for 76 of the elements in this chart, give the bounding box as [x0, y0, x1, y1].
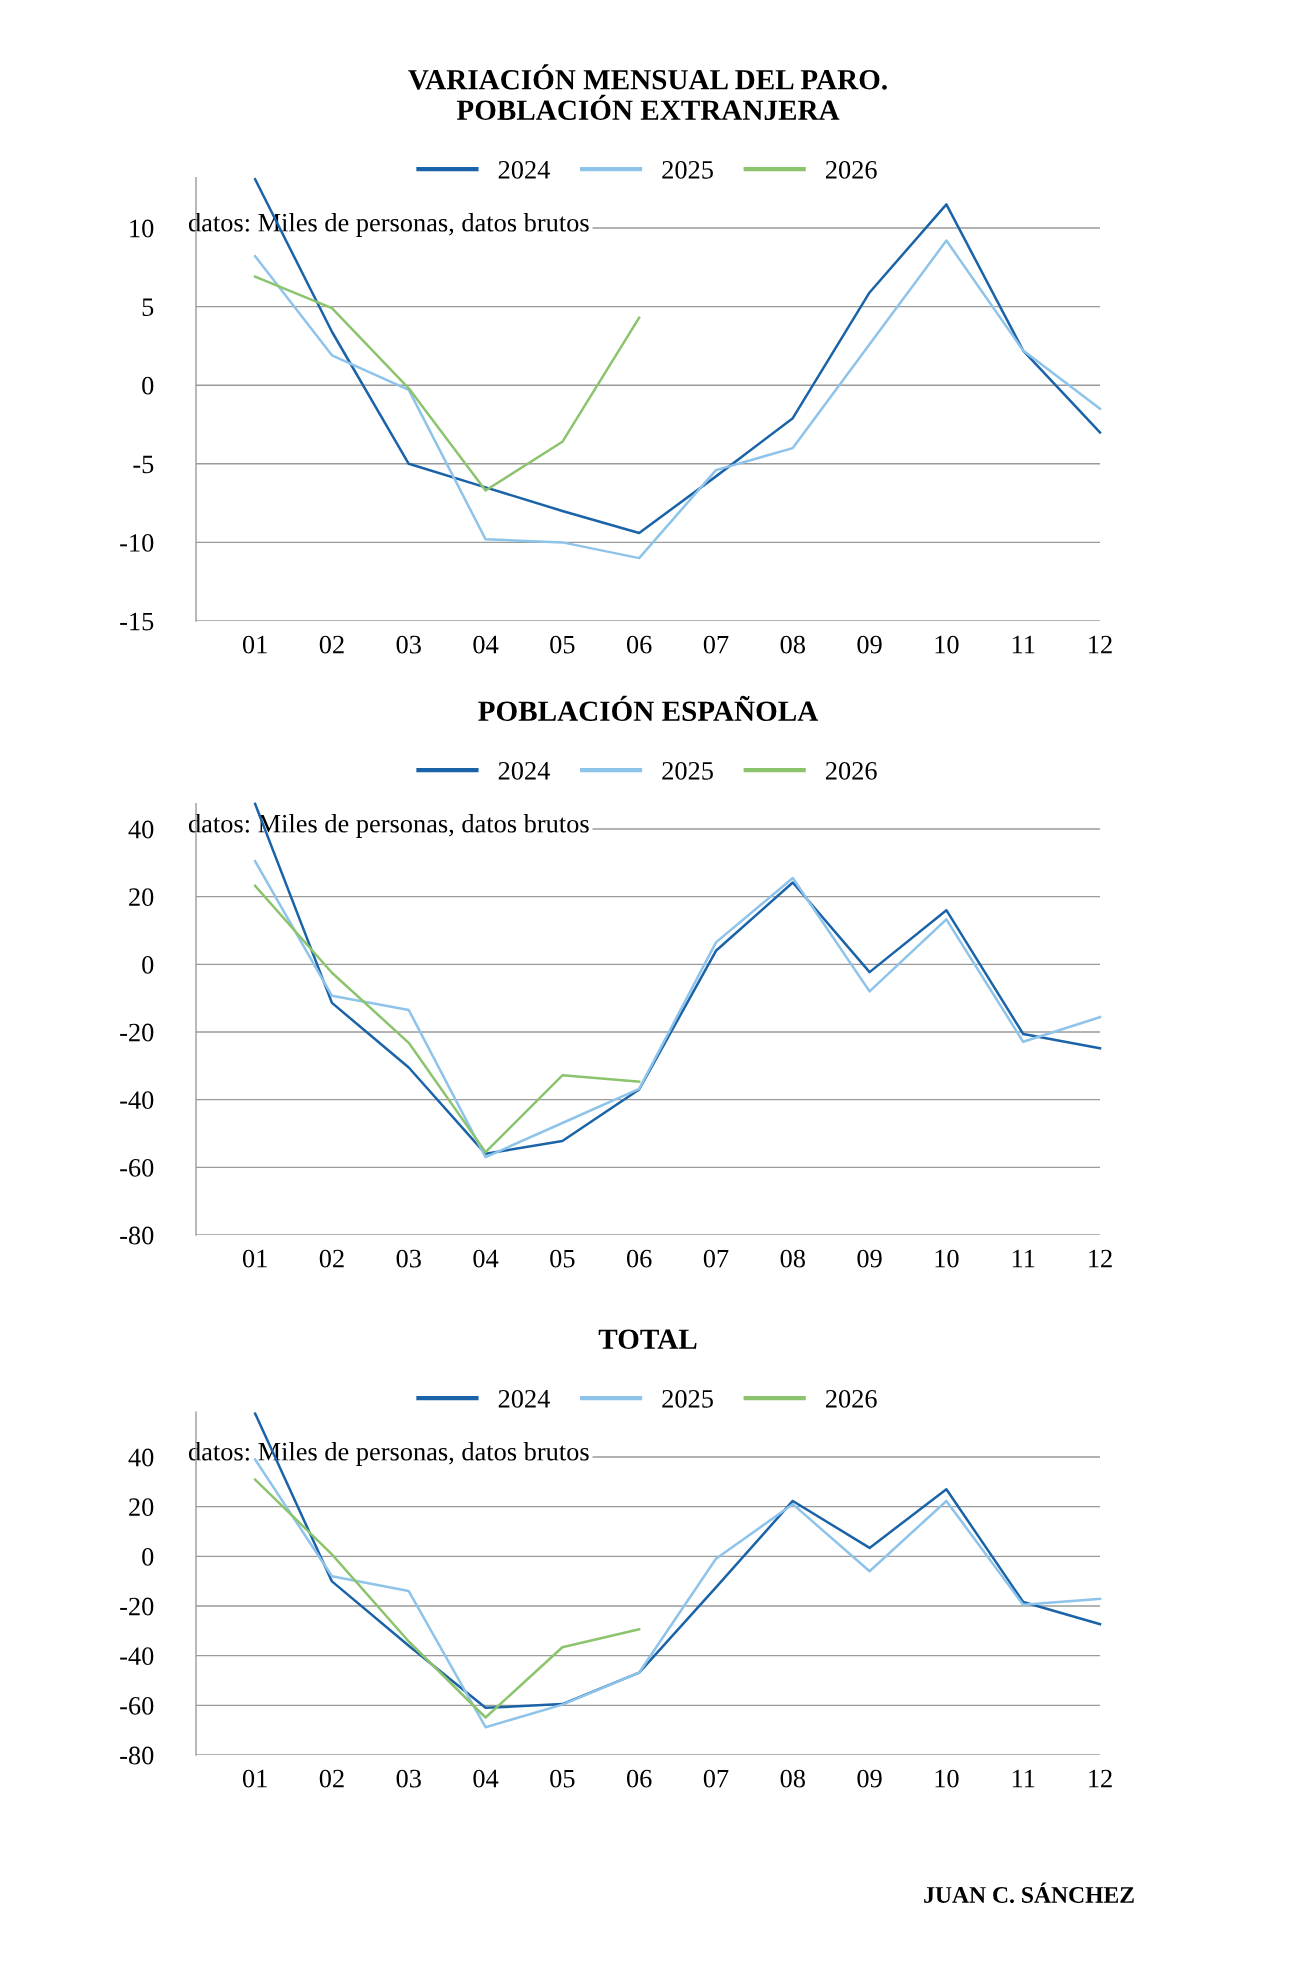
x-tick-label: 11 — [1012, 1249, 1035, 1268]
x-tick-label: 12 — [1089, 1769, 1112, 1788]
y-tick-label: -20 — [120, 1597, 154, 1616]
x-tick-label: 10 — [935, 635, 959, 654]
x-tick-label: 12 — [1089, 1249, 1112, 1268]
y-tick-label: 5 — [142, 298, 154, 317]
x-tick-label: 08 — [780, 635, 805, 654]
chart-title: POBLACIÓN ESPAÑOLA — [478, 695, 819, 722]
x-tick-label: 02 — [319, 635, 344, 654]
x-tick-label: 06 — [626, 1769, 652, 1788]
y-tick-label: -80 — [120, 1746, 154, 1765]
x-tick-label: 08 — [780, 1769, 805, 1788]
x-tick-label: 09 — [857, 1249, 882, 1268]
legend-label: 2025 — [662, 761, 713, 780]
x-tick-label: 09 — [857, 635, 882, 654]
y-tick-label: 0 — [142, 376, 154, 395]
line-series — [253, 239, 1102, 560]
x-tick-label: 12 — [1089, 635, 1112, 654]
y-tick-label: -40 — [120, 1647, 154, 1666]
x-tick-label: 11 — [1012, 635, 1035, 654]
y-tick-label: 20 — [129, 888, 154, 907]
line-series — [253, 1478, 641, 1719]
x-tick-label: 08 — [780, 1249, 805, 1268]
x-tick-label: 01 — [242, 1769, 267, 1788]
x-tick-label: 03 — [396, 635, 421, 654]
legend-label: 2026 — [825, 160, 877, 179]
x-tick-label: 07 — [703, 1769, 729, 1788]
y-tick-label: 10 — [130, 219, 154, 238]
legend-label: 2024 — [498, 761, 550, 780]
y-tick-label: -40 — [120, 1091, 154, 1110]
line-series — [253, 884, 641, 1154]
x-tick-label: 03 — [396, 1249, 421, 1268]
y-tick-label: -5 — [133, 455, 154, 474]
x-tick-label: 05 — [550, 635, 575, 654]
legend-label: 2025 — [662, 160, 713, 179]
line-series — [253, 802, 1102, 1156]
x-tick-label: 04 — [473, 1769, 499, 1788]
legend-label: 2026 — [825, 1389, 877, 1408]
y-tick-label: 40 — [128, 820, 154, 839]
y-tick-label: -10 — [120, 534, 154, 552]
x-tick-label: 03 — [396, 1769, 421, 1788]
x-tick-label: 04 — [473, 635, 499, 654]
y-tick-label: -20 — [120, 1023, 154, 1042]
line-series — [253, 859, 1102, 1159]
y-tick-label: -15 — [120, 612, 154, 631]
line-series — [253, 275, 641, 492]
y-tick-label: 20 — [129, 1498, 154, 1517]
legend-label: 2025 — [662, 1389, 713, 1408]
x-tick-label: 01 — [242, 1249, 267, 1268]
x-tick-label: 04 — [473, 1249, 499, 1268]
x-tick-label: 07 — [703, 635, 729, 654]
x-tick-label: 10 — [935, 1249, 959, 1268]
y-tick-label: -60 — [120, 1696, 154, 1715]
x-tick-label: 05 — [550, 1769, 575, 1788]
chart-title: TOTAL — [598, 1329, 697, 1350]
y-tick-label: 0 — [142, 1547, 154, 1566]
y-tick-label: 0 — [142, 955, 154, 974]
legend-label: 2026 — [825, 761, 877, 780]
x-tick-label: 01 — [242, 635, 267, 654]
x-tick-label: 10 — [935, 1769, 959, 1788]
x-tick-label: 06 — [626, 635, 652, 654]
x-tick-label: 09 — [857, 1769, 882, 1788]
x-tick-label: 02 — [319, 1249, 344, 1268]
x-tick-label: 11 — [1012, 1769, 1035, 1788]
chart-title: VARIACIÓN MENSUAL DEL PARO. POBLACIÓN EXTRANJERA — [408, 64, 887, 121]
y-tick-label: -60 — [120, 1158, 154, 1177]
x-tick-label: 02 — [319, 1769, 344, 1788]
x-tick-label: 07 — [703, 1249, 729, 1268]
line-series — [253, 178, 1102, 535]
legend-label: 2024 — [498, 160, 550, 179]
x-tick-label: 05 — [550, 1249, 575, 1268]
legend-label: 2024 — [498, 1389, 550, 1408]
y-tick-label: -80 — [120, 1226, 154, 1245]
y-tick-label: 40 — [128, 1448, 154, 1467]
x-tick-label: 06 — [626, 1249, 652, 1268]
text: JUAN C. SÁNCHEZ — [924, 1882, 1134, 1904]
